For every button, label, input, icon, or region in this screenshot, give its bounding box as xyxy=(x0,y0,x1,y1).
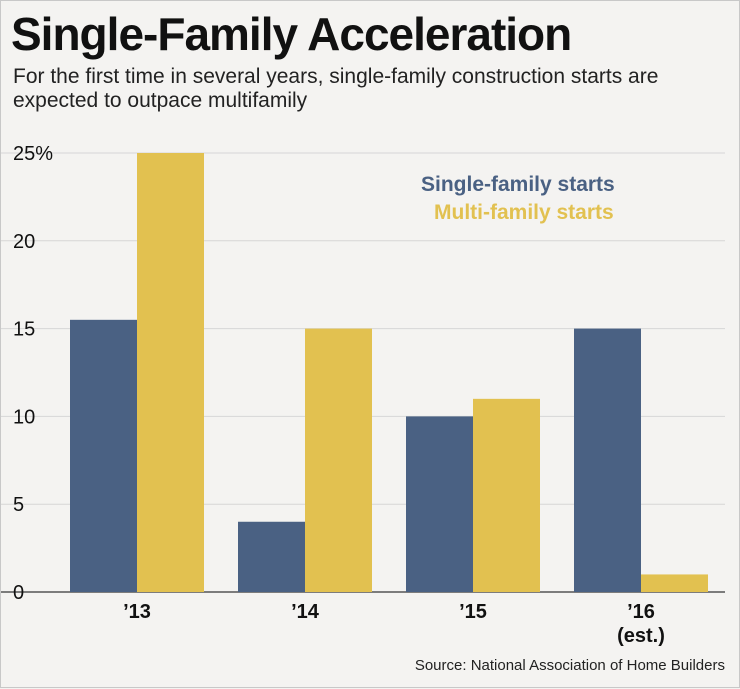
bar-multi-family xyxy=(305,328,372,592)
chart-title: Single-Family Acceleration xyxy=(11,8,572,60)
legend-item: Single-family starts xyxy=(421,173,615,196)
bar-single-family xyxy=(406,416,473,592)
x-tick-note: (est.) xyxy=(617,625,665,647)
x-tick-label: ’16 xyxy=(627,601,655,623)
y-tick-label: 0 xyxy=(13,582,24,604)
y-tick-label: 10 xyxy=(13,406,35,428)
bar-single-family xyxy=(70,319,137,592)
y-tick-label: 5 xyxy=(13,494,24,516)
chart-subtitle: For the first time in several years, sin… xyxy=(13,65,659,112)
x-tick-label: ’15 xyxy=(459,601,487,623)
bar-multi-family xyxy=(137,153,204,592)
source-note: Source: National Association of Home Bui… xyxy=(414,657,725,674)
legend: Single-family starts Multi-family starts xyxy=(421,173,615,224)
x-tick-label: ’14 xyxy=(291,601,320,623)
x-axis-labels: ’13 ’14 ’15 ’16(est.) xyxy=(123,601,665,647)
bar-single-family xyxy=(574,328,641,592)
y-axis-ticks: 0 5 10 15 20 25% xyxy=(13,143,53,604)
y-tick-label: 25% xyxy=(13,143,53,165)
x-tick-label: ’13 xyxy=(123,601,151,623)
bar-multi-family xyxy=(641,574,708,592)
y-tick-label: 15 xyxy=(13,319,35,341)
bar-single-family xyxy=(238,521,305,592)
bar-multi-family xyxy=(473,398,540,592)
legend-item: Multi-family starts xyxy=(434,201,614,224)
y-tick-label: 20 xyxy=(13,231,35,253)
bars xyxy=(70,153,708,592)
